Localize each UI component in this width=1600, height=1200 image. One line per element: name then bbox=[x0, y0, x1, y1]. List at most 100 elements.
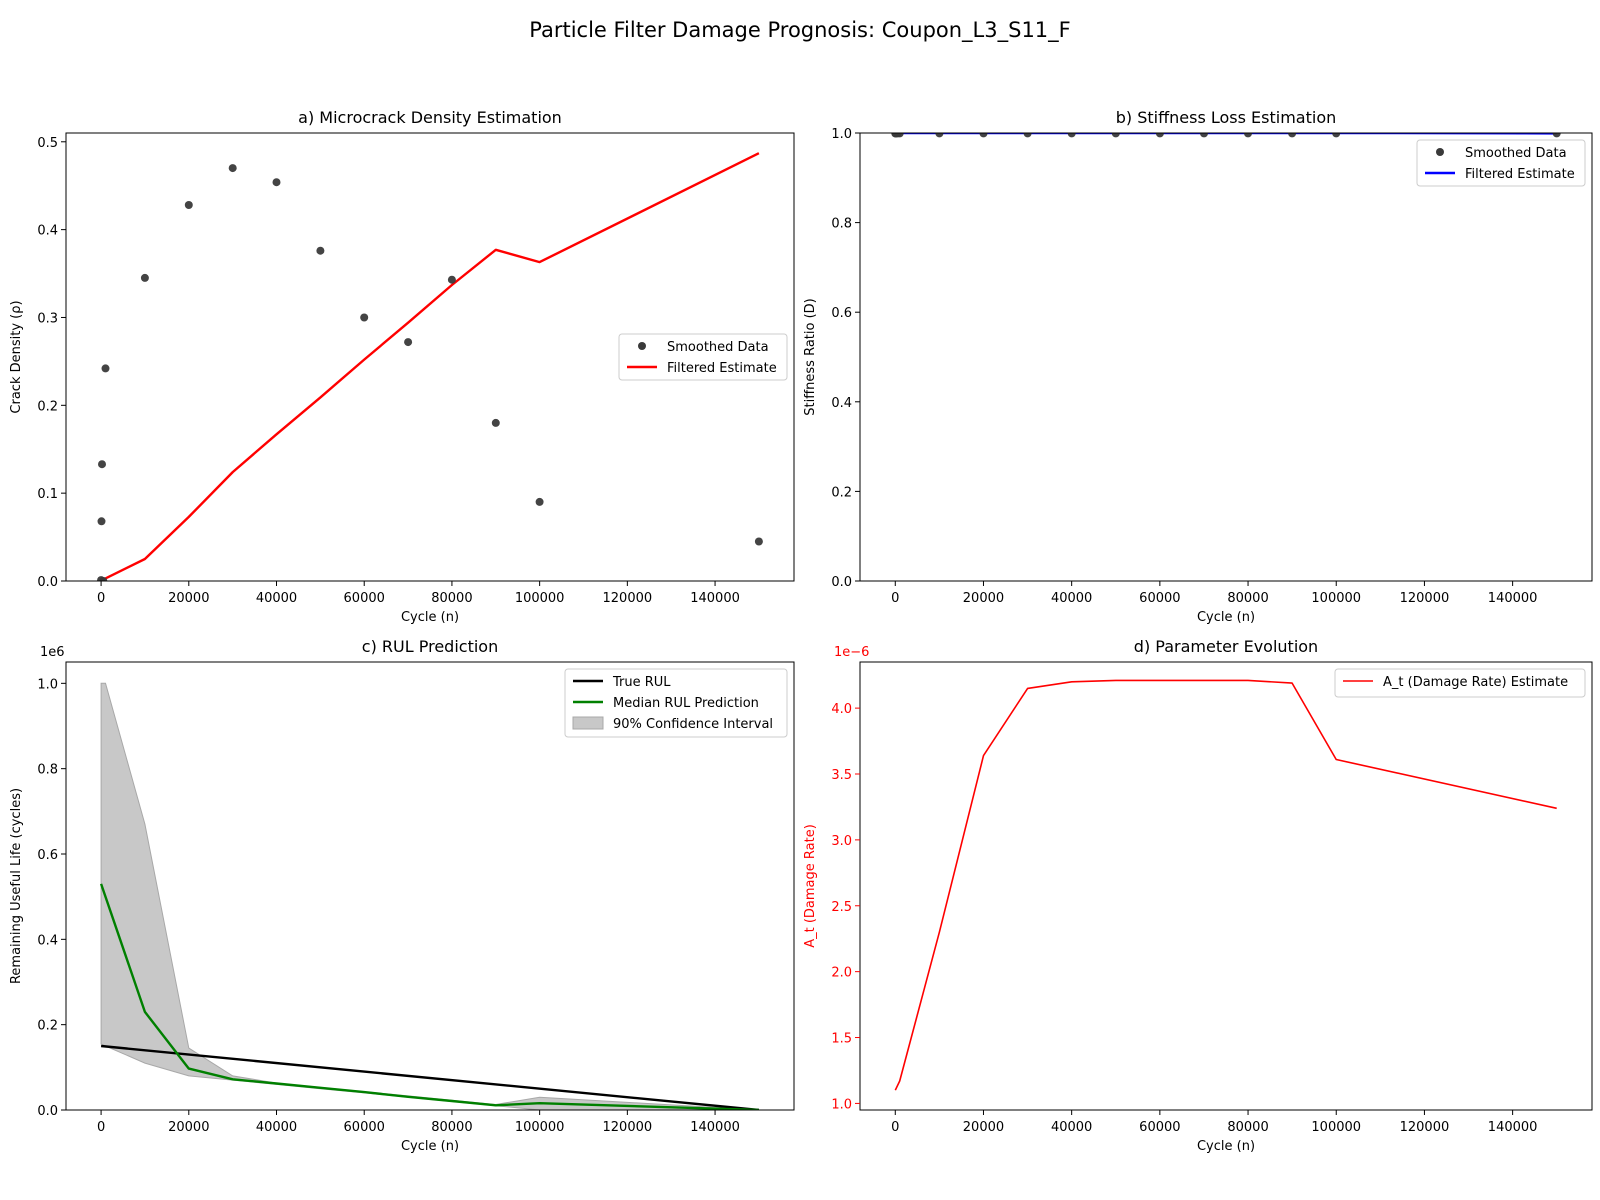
legend-marker bbox=[1436, 148, 1444, 156]
figure-title: Particle Filter Damage Prognosis: Coupon… bbox=[529, 18, 1071, 42]
data-point bbox=[272, 178, 281, 187]
legend-swatch bbox=[572, 716, 604, 730]
legend-frame bbox=[1416, 139, 1586, 187]
panel-a-crack-density: 0 20000 40000 60000 80000 100000 120000 140000 0… bbox=[9, 108, 795, 625]
data-point bbox=[1023, 133, 1032, 138]
data-point bbox=[1332, 133, 1341, 138]
x-tick-label: 140000 bbox=[1488, 1120, 1538, 1135]
legend-label: Smoothed Data bbox=[1465, 146, 1567, 161]
y-tick-label: 0.5 bbox=[37, 136, 58, 151]
axes-frame bbox=[859, 661, 1593, 1111]
panel-title: c) RUL Prediction bbox=[362, 637, 498, 656]
x-tick-label: 80000 bbox=[431, 591, 472, 606]
axes-frame bbox=[65, 132, 795, 582]
legend-label: Median RUL Prediction bbox=[613, 696, 759, 711]
data-point bbox=[447, 275, 456, 284]
x-tick-label: 100000 bbox=[515, 1120, 565, 1135]
data-point bbox=[1111, 133, 1120, 138]
y-tick-label: 3.0 bbox=[831, 834, 852, 849]
y-tick-label: 0.0 bbox=[831, 575, 852, 590]
legend-label: True RUL bbox=[612, 675, 671, 690]
x-tick-label: 100000 bbox=[1311, 1120, 1361, 1135]
y-tick-label: 1.5 bbox=[831, 1032, 852, 1047]
x-tick-label: 140000 bbox=[1488, 591, 1538, 606]
series-line-c-0 bbox=[100, 1044, 760, 1110]
x-tick-label: 60000 bbox=[344, 1120, 385, 1135]
y-tick-label: 0.8 bbox=[37, 763, 58, 778]
x-tick-label: 0 bbox=[891, 591, 899, 606]
x-axis-label: Cycle (n) bbox=[1197, 1139, 1255, 1154]
x-tick-label: 100000 bbox=[515, 591, 565, 606]
plot-area bbox=[894, 679, 1557, 1091]
data-point bbox=[140, 273, 149, 282]
x-tick-label: 60000 bbox=[1139, 1120, 1180, 1135]
legend: True RUL Median RUL Prediction 90% Confide… bbox=[564, 668, 788, 738]
x-axis-label: Cycle (n) bbox=[401, 1139, 459, 1154]
x-tick-label: 80000 bbox=[431, 1120, 472, 1135]
y-tick-label: 0.0 bbox=[37, 575, 58, 590]
data-point bbox=[360, 313, 369, 322]
legend-label: Filtered Estimate bbox=[1465, 167, 1575, 182]
panel-d-damage-rate: 0 20000 40000 60000 80000 100000 120000 140000 1… bbox=[803, 637, 1593, 1154]
y-tick-label: 0.8 bbox=[831, 217, 852, 232]
y-tick-label: 0.0 bbox=[37, 1104, 58, 1119]
legend: Smoothed Data Filtered Estimate bbox=[1416, 139, 1586, 187]
y-tick-label: 0.3 bbox=[37, 311, 58, 326]
y-tick-label: 0.6 bbox=[831, 306, 852, 321]
data-point bbox=[1552, 133, 1561, 138]
data-point bbox=[535, 497, 544, 506]
y-tick-label: 0.2 bbox=[831, 485, 852, 500]
y-tick-label: 0.4 bbox=[37, 933, 58, 948]
x-tick-label: 0 bbox=[97, 1120, 105, 1135]
x-tick-label: 80000 bbox=[1227, 1120, 1268, 1135]
y-tick-label: 0.4 bbox=[831, 396, 852, 411]
x-tick-label: 20000 bbox=[963, 1120, 1004, 1135]
y-tick-label: 0.1 bbox=[37, 487, 58, 502]
data-point bbox=[316, 246, 325, 255]
legend-label: Smoothed Data bbox=[667, 340, 769, 355]
series-line-d-0 bbox=[894, 679, 1557, 1091]
legend-frame bbox=[564, 668, 788, 738]
x-axis-label: Cycle (n) bbox=[1197, 610, 1255, 625]
x-tick-label: 40000 bbox=[1051, 591, 1092, 606]
y-tick-label: 1.0 bbox=[831, 127, 852, 142]
x-tick-label: 60000 bbox=[1139, 591, 1180, 606]
y-tick-label: 0.6 bbox=[37, 848, 58, 863]
x-axis-label: Cycle (n) bbox=[401, 610, 459, 625]
data-point bbox=[97, 517, 106, 526]
x-tick-label: 0 bbox=[891, 1120, 899, 1135]
y-offset-label: 1e−6 bbox=[834, 645, 869, 660]
data-point bbox=[491, 418, 500, 427]
x-tick-label: 140000 bbox=[690, 1120, 740, 1135]
panel-c-rul: 0 20000 40000 60000 80000 100000 120000 140000 0… bbox=[9, 637, 795, 1154]
x-tick-label: 20000 bbox=[168, 1120, 209, 1135]
data-point bbox=[895, 133, 904, 138]
legend-label: A_t (Damage Rate) Estimate bbox=[1383, 675, 1568, 690]
data-point bbox=[404, 338, 413, 347]
legend: A_t (Damage Rate) Estimate bbox=[1334, 668, 1586, 698]
data-point bbox=[98, 460, 106, 469]
panel-title: a) Microcrack Density Estimation bbox=[298, 108, 562, 127]
plot-area bbox=[891, 133, 1561, 138]
y-axis-label: Crack Density (ρ) bbox=[9, 300, 24, 413]
y-tick-label: 0.4 bbox=[37, 224, 58, 239]
series-line-a-1 bbox=[100, 152, 760, 581]
x-tick-label: 40000 bbox=[256, 1120, 297, 1135]
legend-label: 90% Confidence Interval bbox=[613, 717, 773, 732]
data-point bbox=[184, 201, 193, 209]
y-tick-label: 4.0 bbox=[831, 702, 852, 717]
axes-frame bbox=[65, 661, 795, 1111]
x-tick-label: 120000 bbox=[603, 1120, 653, 1135]
x-tick-label: 0 bbox=[97, 591, 105, 606]
plot-area bbox=[97, 152, 763, 581]
x-tick-label: 20000 bbox=[168, 591, 209, 606]
x-tick-label: 80000 bbox=[1227, 591, 1268, 606]
x-tick-label: 120000 bbox=[1400, 1120, 1450, 1135]
panel-title: b) Stiffness Loss Estimation bbox=[1116, 108, 1337, 127]
y-tick-label: 0.2 bbox=[37, 399, 58, 414]
ci-band bbox=[100, 682, 759, 1110]
data-point bbox=[935, 133, 944, 138]
x-tick-label: 20000 bbox=[963, 591, 1004, 606]
y-tick-label: 2.5 bbox=[831, 900, 852, 915]
